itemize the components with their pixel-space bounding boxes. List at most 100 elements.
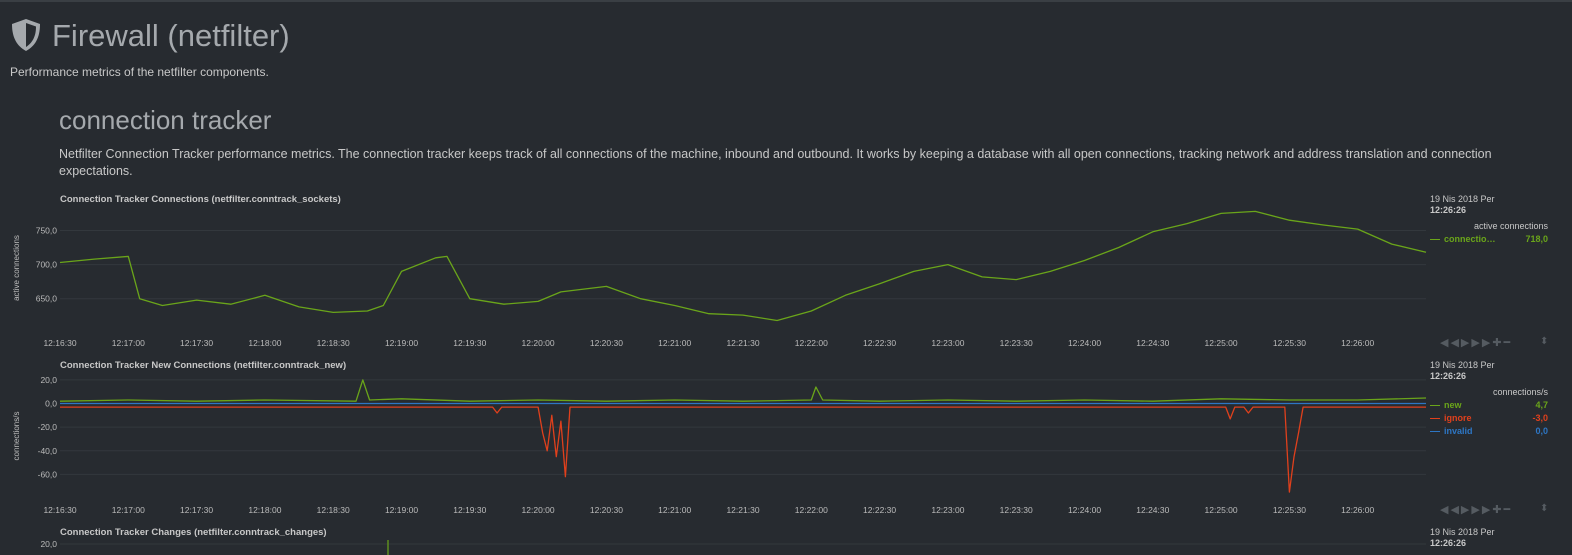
- x-tick-label: 12:18:30: [317, 505, 350, 515]
- chart-title: Connection Tracker Connections (netfilte…: [60, 194, 341, 205]
- x-tick-label: 12:21:30: [726, 338, 759, 348]
- zoom-in-icon[interactable]: ✚: [1492, 504, 1504, 516]
- legend-time: 12:26:26: [1430, 538, 1467, 548]
- page-title: Firewall (netfilter): [52, 17, 290, 53]
- chart-plot[interactable]: 20,0: [0, 527, 1572, 555]
- x-tick-label: 12:21:00: [658, 505, 691, 515]
- shield-icon: [12, 19, 40, 51]
- zoom-in-icon[interactable]: ✚: [1492, 337, 1504, 349]
- x-tick-label: 12:17:30: [180, 505, 213, 515]
- y-axis-title: connections/s: [12, 412, 21, 461]
- x-tick-label: 12:17:00: [112, 338, 145, 348]
- chart-conntrack-changes[interactable]: Connection Tracker Changes (netfilter.co…: [0, 527, 1572, 555]
- section-title: connection tracker: [59, 105, 272, 135]
- legend-time: 12:26:26: [1430, 371, 1467, 381]
- legend-item-name: connectio…: [1444, 234, 1496, 244]
- x-tick-label: 12:20:00: [522, 505, 555, 515]
- chart-legend: 19 Nis 2018 Per 12:26:26: [1430, 527, 1548, 548]
- legend-item-name: ignore: [1444, 413, 1472, 423]
- resize-icon[interactable]: ⬍: [1540, 503, 1549, 514]
- legend-item[interactable]: ignore -3,0: [1430, 413, 1548, 423]
- y-tick-label: 750,0: [36, 225, 58, 235]
- x-tick-label: 12:16:30: [43, 505, 76, 515]
- legend-item-name: invalid: [1444, 426, 1473, 436]
- chart-legend: 19 Nis 2018 Per 12:26:26 active connecti…: [1430, 194, 1548, 244]
- x-tick-label: 12:23:00: [931, 505, 964, 515]
- x-tick-label: 12:18:00: [248, 338, 281, 348]
- legend-item[interactable]: connectio… 718,0: [1430, 234, 1548, 244]
- forward-icon[interactable]: ▶▶: [1471, 504, 1493, 516]
- chart-toolbar: ◀◀▶▶▶✚━: [1440, 336, 1512, 349]
- x-tick-label: 12:20:30: [590, 338, 623, 348]
- y-tick-label: 700,0: [36, 260, 58, 270]
- zoom-out-icon[interactable]: ━: [1503, 504, 1513, 516]
- legend-date: 19 Nis 2018 Per: [1430, 360, 1495, 370]
- x-tick-label: 12:17:00: [112, 505, 145, 515]
- top-divider: [0, 0, 1572, 2]
- x-tick-label: 12:18:00: [248, 505, 281, 515]
- legend-item-name: new: [1444, 400, 1462, 410]
- chart-title: Connection Tracker Changes (netfilter.co…: [60, 527, 327, 538]
- legend-units: active connections: [1473, 221, 1548, 231]
- x-tick-label: 12:21:30: [726, 505, 759, 515]
- y-tick-label: 650,0: [36, 294, 58, 304]
- resize-icon[interactable]: ⬍: [1540, 336, 1549, 347]
- y-tick-label: -60,0: [38, 469, 58, 479]
- play-icon[interactable]: ▶: [1460, 337, 1472, 349]
- legend-item-value: 0,0: [1535, 426, 1548, 436]
- x-tick-label: 12:24:30: [1136, 505, 1169, 515]
- chart-conntrack-new[interactable]: Connection Tracker New Connections (netf…: [0, 360, 1572, 520]
- x-tick-label: 12:21:00: [658, 338, 691, 348]
- zoom-out-icon[interactable]: ━: [1503, 337, 1513, 349]
- x-tick-label: 12:20:30: [590, 505, 623, 515]
- x-tick-label: 12:18:30: [317, 338, 350, 348]
- rewind-icon[interactable]: ◀◀: [1440, 504, 1461, 516]
- x-tick-label: 12:25:00: [1205, 505, 1238, 515]
- legend-time: 12:26:26: [1430, 205, 1467, 215]
- series-line-new: [59, 379, 1427, 402]
- x-tick-label: 12:25:30: [1273, 338, 1306, 348]
- chart-legend: 19 Nis 2018 Per 12:26:26 connections/s n…: [1430, 360, 1548, 436]
- x-tick-label: 12:25:30: [1273, 505, 1306, 515]
- y-axis-title: active connections: [12, 235, 21, 301]
- x-tick-label: 12:23:30: [1000, 338, 1033, 348]
- x-tick-label: 12:19:30: [453, 338, 486, 348]
- y-tick-label: -20,0: [38, 422, 58, 432]
- x-tick-label: 12:16:30: [43, 338, 76, 348]
- x-tick-label: 12:23:00: [931, 338, 964, 348]
- chart-plot[interactable]: 20,0 0,0 -20,0 -40,0 -60,0 12:16:30 12:17:00 12…: [0, 360, 1572, 520]
- x-tick-label: 12:26:00: [1341, 338, 1374, 348]
- x-tick-label: 12:19:00: [385, 338, 418, 348]
- x-tick-label: 12:22:30: [863, 505, 896, 515]
- x-tick-label: 12:19:00: [385, 505, 418, 515]
- x-tick-label: 12:17:30: [180, 338, 213, 348]
- legend-date: 19 Nis 2018 Per: [1430, 527, 1495, 537]
- legend-item-value: 4,7: [1535, 400, 1548, 410]
- x-tick-label: 12:23:30: [1000, 505, 1033, 515]
- legend-item[interactable]: new 4,7: [1430, 400, 1548, 410]
- x-tick-label: 12:24:30: [1136, 338, 1169, 348]
- series-line-ignore: [60, 406, 1426, 493]
- x-tick-label: 12:22:00: [795, 338, 828, 348]
- page-header: Firewall (netfilter): [10, 18, 290, 52]
- chart-plot[interactable]: 650,0 700,0 750,0 12:16:30 12:17:00 12:17:30 1…: [0, 194, 1572, 354]
- legend-item-value: 718,0: [1525, 234, 1548, 244]
- section-description: Netfilter Connection Tracker performance…: [59, 147, 1492, 178]
- x-tick-label: 12:22:00: [795, 505, 828, 515]
- chart-conntrack-sockets[interactable]: Connection Tracker Connections (netfilte…: [0, 194, 1572, 354]
- legend-date: 19 Nis 2018 Per: [1430, 194, 1495, 204]
- y-tick-label: -40,0: [38, 446, 58, 456]
- legend-units: connections/s: [1492, 387, 1548, 397]
- x-tick-label: 12:24:00: [1068, 505, 1101, 515]
- x-tick-label: 12:20:00: [522, 338, 555, 348]
- forward-icon[interactable]: ▶▶: [1471, 337, 1493, 349]
- page-description: Performance metrics of the netfilter com…: [10, 65, 269, 79]
- x-tick-label: 12:19:30: [453, 505, 486, 515]
- rewind-icon[interactable]: ◀◀: [1440, 337, 1461, 349]
- y-tick-label: 0,0: [45, 399, 57, 409]
- x-tick-label: 12:24:00: [1068, 338, 1101, 348]
- y-tick-label: 20,0: [40, 539, 57, 549]
- legend-item[interactable]: invalid 0,0: [1430, 426, 1548, 436]
- chart-title: Connection Tracker New Connections (netf…: [60, 360, 347, 371]
- play-icon[interactable]: ▶: [1460, 504, 1472, 516]
